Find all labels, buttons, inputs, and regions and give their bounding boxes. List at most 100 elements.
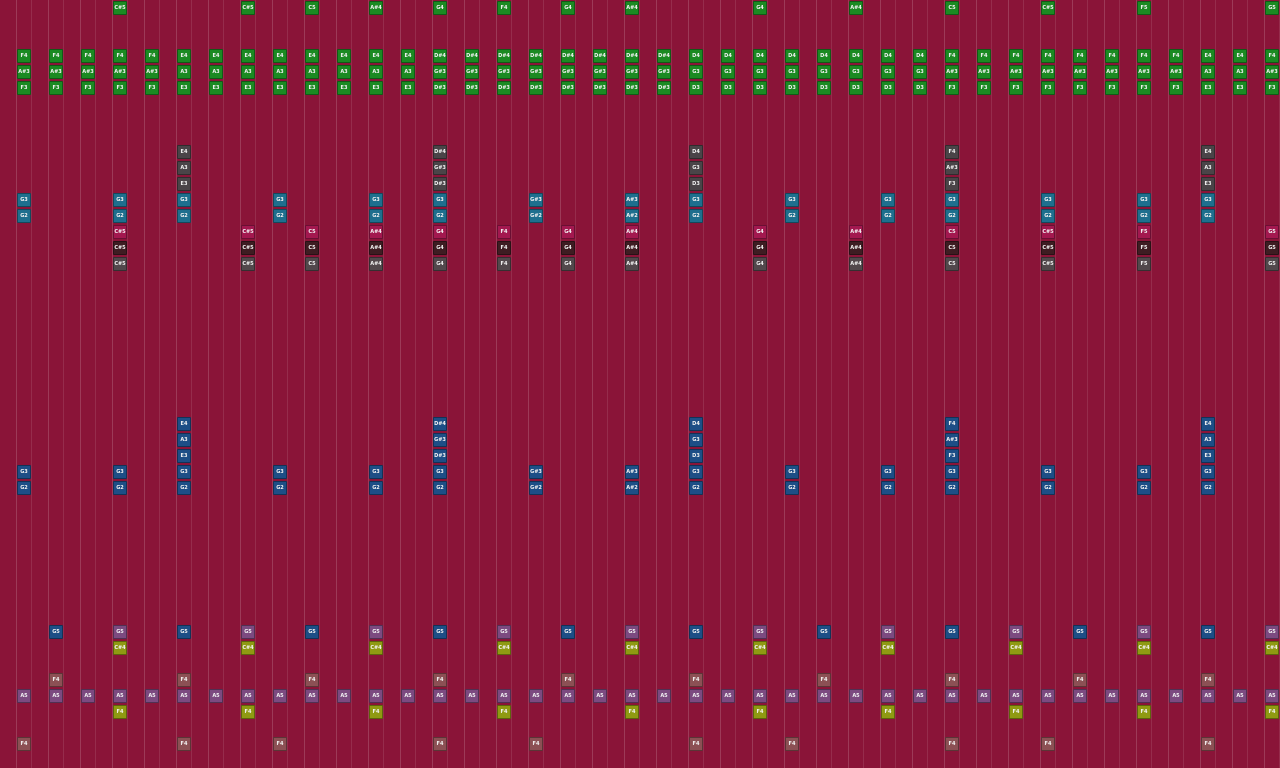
note-cell[interactable]: A5: [849, 689, 863, 703]
note-cell[interactable]: F4: [497, 1, 511, 15]
note-cell[interactable]: G2: [177, 209, 191, 223]
note-cell[interactable]: A#4: [625, 225, 639, 239]
note-cell[interactable]: D#4: [433, 145, 447, 159]
note-cell[interactable]: A#3: [145, 65, 159, 79]
note-cell[interactable]: A#3: [17, 65, 31, 79]
note-cell[interactable]: A5: [17, 689, 31, 703]
note-cell[interactable]: A#3: [1105, 65, 1119, 79]
note-cell[interactable]: A#4: [625, 1, 639, 15]
note-cell[interactable]: F4: [433, 673, 447, 687]
note-cell[interactable]: A3: [177, 161, 191, 175]
note-cell[interactable]: A5: [177, 689, 191, 703]
note-cell[interactable]: F3: [945, 81, 959, 95]
note-cell[interactable]: G5: [113, 625, 127, 639]
note-cell[interactable]: A3: [241, 65, 255, 79]
note-cell[interactable]: D3: [689, 177, 703, 191]
note-cell[interactable]: G2: [1201, 209, 1215, 223]
note-cell[interactable]: G3: [817, 65, 831, 79]
note-cell[interactable]: G3: [17, 193, 31, 207]
note-cell[interactable]: A#4: [625, 241, 639, 255]
note-cell[interactable]: A#3: [945, 65, 959, 79]
note-cell[interactable]: E4: [1201, 145, 1215, 159]
note-cell[interactable]: G5: [1009, 625, 1023, 639]
note-cell[interactable]: G3: [945, 193, 959, 207]
note-cell[interactable]: C#5: [113, 241, 127, 255]
note-cell[interactable]: A#4: [849, 257, 863, 271]
note-cell[interactable]: G5: [1201, 625, 1215, 639]
note-cell[interactable]: F3: [1137, 81, 1151, 95]
note-cell[interactable]: C5: [305, 241, 319, 255]
note-cell[interactable]: A3: [401, 65, 415, 79]
note-cell[interactable]: A5: [945, 689, 959, 703]
note-cell[interactable]: G4: [561, 1, 575, 15]
note-cell[interactable]: A5: [465, 689, 479, 703]
note-cell[interactable]: F4: [497, 225, 511, 239]
note-cell[interactable]: A5: [753, 689, 767, 703]
note-cell[interactable]: G3: [273, 193, 287, 207]
note-cell[interactable]: E3: [241, 81, 255, 95]
note-cell[interactable]: E4: [241, 49, 255, 63]
note-cell[interactable]: G4: [753, 257, 767, 271]
note-cell[interactable]: C#5: [1041, 225, 1055, 239]
note-cell[interactable]: F4: [1073, 673, 1087, 687]
note-cell[interactable]: D#4: [465, 49, 479, 63]
note-cell[interactable]: G4: [753, 225, 767, 239]
note-cell[interactable]: A#3: [1009, 65, 1023, 79]
note-cell[interactable]: F4: [1041, 737, 1055, 751]
note-cell[interactable]: A5: [1265, 689, 1279, 703]
note-cell[interactable]: C5: [945, 1, 959, 15]
note-cell[interactable]: G2: [881, 481, 895, 495]
note-cell[interactable]: F4: [1073, 49, 1087, 63]
note-cell[interactable]: D3: [849, 81, 863, 95]
note-cell[interactable]: G3: [689, 193, 703, 207]
note-cell[interactable]: C5: [945, 257, 959, 271]
note-cell[interactable]: F4: [49, 49, 63, 63]
note-cell[interactable]: G5: [1265, 241, 1279, 255]
note-cell[interactable]: F4: [529, 737, 543, 751]
note-cell[interactable]: F4: [689, 737, 703, 751]
note-cell[interactable]: A5: [561, 689, 575, 703]
note-cell[interactable]: G2: [945, 209, 959, 223]
note-cell[interactable]: A#3: [113, 65, 127, 79]
note-cell[interactable]: A#3: [945, 161, 959, 175]
note-cell[interactable]: D#4: [433, 417, 447, 431]
note-cell[interactable]: D4: [721, 49, 735, 63]
note-cell[interactable]: F3: [1105, 81, 1119, 95]
note-cell[interactable]: G4: [433, 225, 447, 239]
note-cell[interactable]: D3: [785, 81, 799, 95]
note-cell[interactable]: D4: [785, 49, 799, 63]
note-cell[interactable]: C#4: [1137, 641, 1151, 655]
note-cell[interactable]: F4: [241, 705, 255, 719]
note-cell[interactable]: E3: [305, 81, 319, 95]
note-cell[interactable]: A5: [785, 689, 799, 703]
note-cell[interactable]: F4: [753, 705, 767, 719]
note-cell[interactable]: A5: [593, 689, 607, 703]
note-cell[interactable]: G4: [433, 1, 447, 15]
note-cell[interactable]: G#3: [529, 465, 543, 479]
note-cell[interactable]: D#4: [625, 49, 639, 63]
note-cell[interactable]: A3: [1201, 433, 1215, 447]
note-cell[interactable]: C#5: [241, 225, 255, 239]
note-cell[interactable]: F3: [1265, 81, 1279, 95]
note-cell[interactable]: G4: [433, 257, 447, 271]
note-cell[interactable]: G#3: [625, 65, 639, 79]
note-cell[interactable]: G5: [241, 625, 255, 639]
note-cell[interactable]: D3: [689, 449, 703, 463]
note-cell[interactable]: C5: [945, 241, 959, 255]
note-cell[interactable]: F4: [881, 705, 895, 719]
note-cell[interactable]: C#4: [1265, 641, 1279, 655]
note-cell[interactable]: E3: [177, 449, 191, 463]
note-cell[interactable]: E4: [209, 49, 223, 63]
note-cell[interactable]: A3: [177, 433, 191, 447]
note-cell[interactable]: D3: [817, 81, 831, 95]
note-cell[interactable]: G2: [785, 481, 799, 495]
note-cell[interactable]: F5: [1137, 225, 1151, 239]
note-cell[interactable]: A3: [1201, 161, 1215, 175]
note-cell[interactable]: C#4: [241, 641, 255, 655]
note-cell[interactable]: G2: [433, 209, 447, 223]
note-cell[interactable]: C5: [305, 225, 319, 239]
note-cell[interactable]: A5: [1009, 689, 1023, 703]
note-cell[interactable]: G4: [753, 241, 767, 255]
note-cell[interactable]: G5: [1073, 625, 1087, 639]
note-cell[interactable]: F4: [273, 737, 287, 751]
